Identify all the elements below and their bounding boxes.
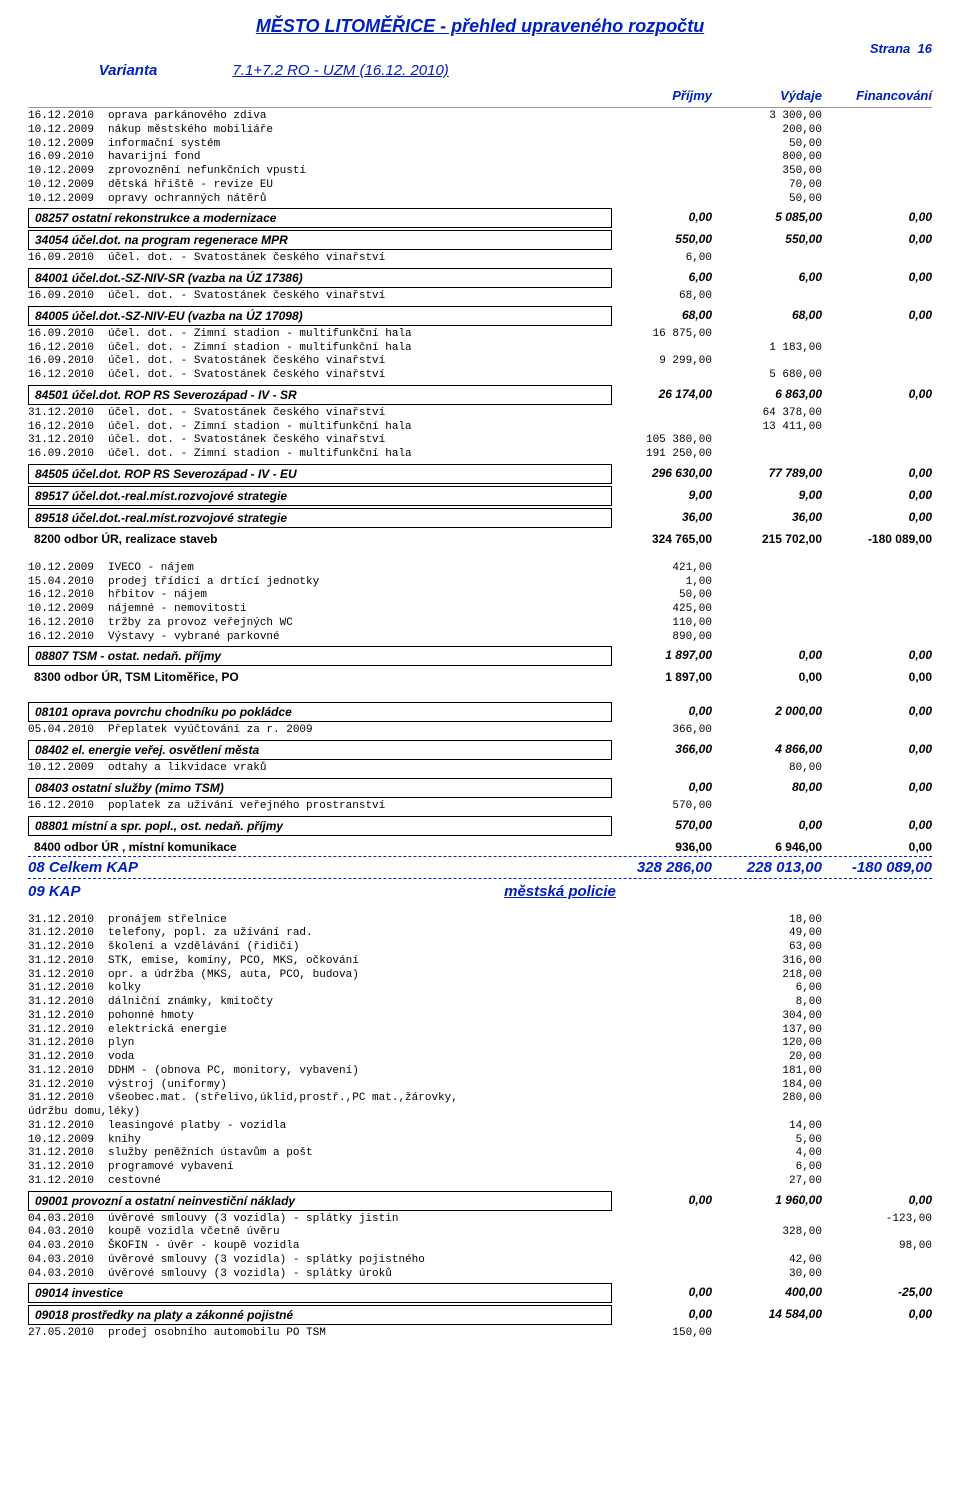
data-row: 16.12.2010Výstavy - vybrané parkovné890,… <box>28 631 932 645</box>
data-row: 16.12.2010hřbitov - nájem50,00 <box>28 589 932 603</box>
data-row: 04.03.2010úvěrové smlouvy (3 vozidla) - … <box>28 1254 932 1268</box>
data-row: 16.12.2010účel. dot. - Zimní stadion - m… <box>28 342 932 356</box>
column-headers: Příjmy Výdaje Financování <box>28 88 932 103</box>
data-row: 16.09.2010účel. dot. - Svatostánek české… <box>28 252 932 266</box>
data-row: 04.03.2010koupě vozidla včetně úvěru328,… <box>28 1226 932 1240</box>
data-row: 16.12.2010poplatek za užívání veřejného … <box>28 800 932 814</box>
data-row: 31.12.2010účel. dot. - Svatostánek české… <box>28 434 932 448</box>
data-row: 16.12.2010účel. dot. - Zimní stadion - m… <box>28 421 932 435</box>
subsection-header: 89518 účel.dot.-real.míst.rozvojové stra… <box>28 508 932 528</box>
data-row: 31.12.2010služby peněžních ústavům a poš… <box>28 1147 932 1161</box>
subsection-header: 08807 TSM - ostat. nedaň. příjmy1 897,00… <box>28 646 932 666</box>
data-row: 16.09.2010účel. dot. - Svatostánek české… <box>28 290 932 304</box>
data-row: 31.12.2010výstroj (uniformy)184,00 <box>28 1079 932 1093</box>
data-row: 10.12.2009odtahy a likvidace vraků80,00 <box>28 762 932 776</box>
data-row: 10.12.2009nájemné - nemovitosti425,00 <box>28 603 932 617</box>
varianta-label: Varianta <box>28 62 228 79</box>
data-row: 31.12.2010STK, emise, komíny, PCO, MKS, … <box>28 955 932 969</box>
data-row: 31.12.2010plyn120,00 <box>28 1037 932 1051</box>
data-row: 15.04.2010prodej třídící a drtící jednot… <box>28 576 932 590</box>
data-row: 31.12.2010opr. a údržba (MKS, auta, PCO,… <box>28 969 932 983</box>
varianta-row: Varianta 7.1+7.2 RO - UZM (16.12. 2010) <box>28 62 932 80</box>
data-row: 31.12.2010dálniční známky, kmitočty8,00 <box>28 996 932 1010</box>
section-total: 8400 odbor ÚR , místní komunikace936,006… <box>28 838 932 856</box>
header-financovani: Financování <box>822 88 932 103</box>
data-row: 10.12.2009opravy ochranných nátěrů50,00 <box>28 193 932 207</box>
data-row: 10.12.2009nákup městského mobiliáře200,0… <box>28 124 932 138</box>
data-row: 10.12.2009knihy5,00 <box>28 1134 932 1148</box>
data-row: 31.12.2010kolky6,00 <box>28 982 932 996</box>
data-row: údržbu domu,léky) <box>28 1106 932 1120</box>
page: MĚSTO LITOMĚŘICE - přehled upraveného ro… <box>0 0 960 1357</box>
data-row: 16.12.2010účel. dot. - Svatostánek české… <box>28 369 932 383</box>
section-total: 8300 odbor ÚR, TSM Litoměřice, PO1 897,0… <box>28 668 932 686</box>
data-row: 31.12.2010všeobec.mat. (střelivo,úklid,p… <box>28 1092 932 1106</box>
data-row: 31.12.2010voda20,00 <box>28 1051 932 1065</box>
data-row: 16.12.2010tržby za provoz veřejných WC11… <box>28 617 932 631</box>
data-row: 10.12.2009IVECO - nájem421,00 <box>28 562 932 576</box>
data-row: 04.03.2010úvěrové smlouvy (3 vozidla) - … <box>28 1268 932 1282</box>
kap-09-row: 09 KAPměstská policie <box>28 879 932 906</box>
subsection-header: 08101 oprava povrchu chodníku po pokládc… <box>28 702 932 722</box>
page-title: MĚSTO LITOMĚŘICE - přehled upraveného ro… <box>28 16 932 37</box>
data-row: 16.09.2010havarijní fond800,00 <box>28 151 932 165</box>
subsection-header: 34054 účel.dot. na program regenerace MP… <box>28 230 932 250</box>
data-row: 31.12.2010cestovné27,00 <box>28 1175 932 1189</box>
header-prijmy: Příjmy <box>612 88 712 103</box>
varianta-value: 7.1+7.2 RO - UZM (16.12. 2010) <box>232 62 448 79</box>
subsection-header: 08257 ostatní rekonstrukce a modernizace… <box>28 208 932 228</box>
kap-total-row: 08 Celkem KAP328 286,00228 013,00-180 08… <box>28 856 932 879</box>
data-row: 16.09.2010účel. dot. - Svatostánek české… <box>28 355 932 369</box>
data-row: 31.12.2010leasingové platby - vozidla14,… <box>28 1120 932 1134</box>
report-body: 16.12.2010oprava parkánového zdiva3 300,… <box>28 110 932 1341</box>
subsection-header: 09014 investice0,00400,00-25,00 <box>28 1283 932 1303</box>
page-number-row: Strana 16 <box>28 41 932 56</box>
section-total: 8200 odbor ÚR, realizace staveb324 765,0… <box>28 530 932 548</box>
subsection-header: 08801 místní a spr. popl., ost. nedaň. p… <box>28 816 932 836</box>
subsection-header: 08403 ostatní služby (mimo TSM)0,0080,00… <box>28 778 932 798</box>
header-vydaje: Výdaje <box>712 88 822 103</box>
data-row: 31.12.2010školení a vzdělávání (řidiči)6… <box>28 941 932 955</box>
subsection-header: 84505 účel.dot. ROP RS Severozápad - IV … <box>28 464 932 484</box>
strana-num: 16 <box>918 41 932 56</box>
data-row: 31.12.2010pronájem střelnice18,00 <box>28 914 932 928</box>
subsection-header: 09018 prostředky na platy a zákonné poji… <box>28 1305 932 1325</box>
data-row: 16.09.2010účel. dot. - Zimní stadion - m… <box>28 448 932 462</box>
data-row: 31.12.2010pohonné hmoty304,00 <box>28 1010 932 1024</box>
subsection-header: 89517 účel.dot.-real.míst.rozvojové stra… <box>28 486 932 506</box>
subsection-header: 84501 účel.dot. ROP RS Severozápad - IV … <box>28 385 932 405</box>
data-row: 31.12.2010DDHM - (obnova PC, monitory, v… <box>28 1065 932 1079</box>
data-row: 04.03.2010ŠKOFIN - úvěr - koupě vozidla9… <box>28 1240 932 1254</box>
data-row: 27.05.2010prodej osobního automobilu PO … <box>28 1327 932 1341</box>
data-row: 10.12.2009dětská hřiště - revize EU70,00 <box>28 179 932 193</box>
data-row: 31.12.2010elektrická energie137,00 <box>28 1024 932 1038</box>
data-row: 31.12.2010účel. dot. - Svatostánek české… <box>28 407 932 421</box>
subsection-header: 08402 el. energie veřej. osvětlení města… <box>28 740 932 760</box>
data-row: 16.12.2010oprava parkánového zdiva3 300,… <box>28 110 932 124</box>
data-row: 31.12.2010programové vybavení6,00 <box>28 1161 932 1175</box>
subsection-header: 09001 provozní a ostatní neinvestiční ná… <box>28 1191 932 1211</box>
data-row: 16.09.2010účel. dot. - Zimní stadion - m… <box>28 328 932 342</box>
data-row: 04.03.2010úvěrové smlouvy (3 vozidla) - … <box>28 1213 932 1227</box>
strana-label: Strana <box>870 41 910 56</box>
subsection-header: 84001 účel.dot.-SZ-NIV-SR (vazba na ÚZ 1… <box>28 268 932 288</box>
data-row: 05.04.2010Přeplatek vyúčtování za r. 200… <box>28 724 932 738</box>
data-row: 10.12.2009zprovoznění nefunkčních vpustí… <box>28 165 932 179</box>
data-row: 31.12.2010telefony, popl. za užívání rad… <box>28 927 932 941</box>
subsection-header: 84005 účel.dot.-SZ-NIV-EU (vazba na ÚZ 1… <box>28 306 932 326</box>
data-row: 10.12.2009informační systém50,00 <box>28 138 932 152</box>
